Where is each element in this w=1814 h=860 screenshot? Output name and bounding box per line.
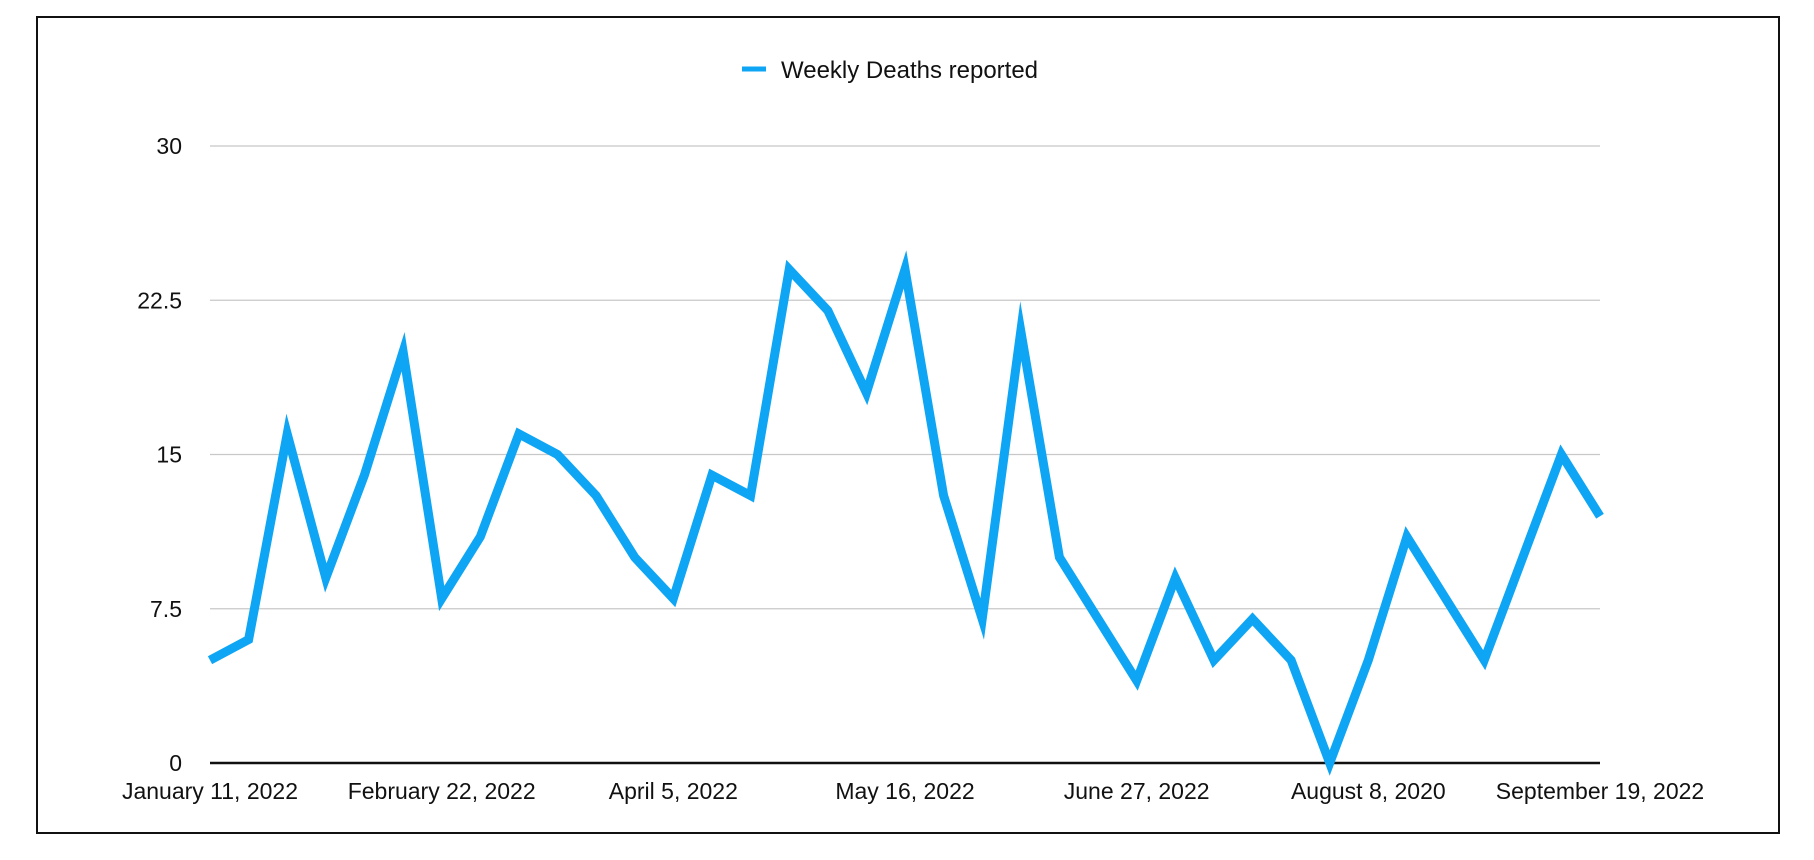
series-line bbox=[207, 250, 1604, 776]
x-axis-ticks: January 11, 2022 February 22, 2022 April 5… bbox=[122, 778, 1704, 804]
y-tick-label: 22.5 bbox=[137, 287, 182, 313]
x-tick-label: September 19, 2022 bbox=[1496, 778, 1704, 804]
x-tick-label: April 5, 2022 bbox=[609, 778, 738, 804]
y-tick-label: 7.5 bbox=[150, 596, 182, 622]
chart-frame bbox=[36, 16, 1780, 834]
x-tick-label: May 16, 2022 bbox=[835, 778, 974, 804]
x-tick-label: June 27, 2022 bbox=[1064, 778, 1210, 804]
y-tick-label: 30 bbox=[156, 133, 182, 159]
y-tick-label: 15 bbox=[156, 442, 182, 468]
y-tick-label: 0 bbox=[169, 750, 182, 776]
series-lines bbox=[207, 250, 1604, 776]
y-axis-ticks: 0 7.5 15 22.5 30 bbox=[137, 133, 182, 776]
legend-label: Weekly Deaths reported bbox=[781, 57, 1038, 84]
legend: Weekly Deaths reported bbox=[742, 57, 1038, 84]
x-tick-label: August 8, 2020 bbox=[1291, 778, 1446, 804]
gridlines bbox=[210, 145, 1600, 610]
x-tick-label: February 22, 2022 bbox=[348, 778, 536, 804]
x-tick-label: January 11, 2022 bbox=[122, 778, 298, 804]
